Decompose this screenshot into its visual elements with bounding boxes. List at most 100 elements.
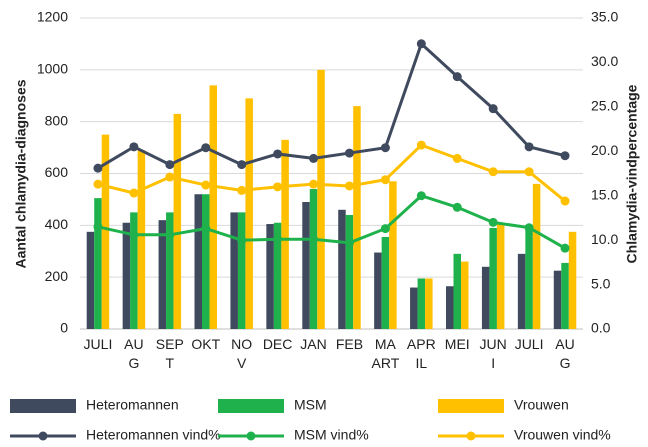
- line-marker: [344, 181, 354, 191]
- line-marker: [524, 223, 534, 233]
- line-marker: [237, 185, 247, 195]
- bar: [517, 253, 526, 329]
- bar: [453, 253, 461, 329]
- bar: [481, 266, 490, 329]
- bar: [489, 227, 497, 329]
- bar: [273, 222, 282, 329]
- line-marker: [452, 153, 462, 163]
- line-marker: [416, 140, 426, 150]
- line-marker: [524, 142, 534, 152]
- bar: [166, 212, 174, 329]
- y2-tick-label: 0.0: [591, 320, 611, 336]
- bar: [525, 226, 533, 329]
- line-marker: [201, 180, 211, 190]
- legend-swatch: [38, 431, 48, 441]
- line-marker: [560, 196, 570, 206]
- line-series: [97, 41, 566, 170]
- y-tick-label: 800: [45, 112, 69, 128]
- bar: [417, 278, 426, 329]
- line-marker: [165, 172, 175, 182]
- bar: [381, 236, 390, 329]
- line-marker: [129, 188, 139, 198]
- line-marker: [488, 167, 498, 177]
- line-marker: [560, 243, 570, 253]
- bar: [553, 270, 562, 329]
- legend-label: Heteromannen vind%: [86, 427, 221, 443]
- x-tick-label: AU G: [124, 336, 144, 371]
- legend-label: Vrouwen: [514, 397, 569, 413]
- bar: [317, 69, 325, 329]
- y-tick-label: 0: [60, 320, 68, 336]
- y-tick-label: 600: [45, 164, 69, 180]
- bar: [245, 98, 253, 329]
- line-marker: [165, 230, 175, 240]
- bar: [237, 212, 246, 329]
- legend-label: Heteromannen: [86, 397, 179, 413]
- x-tick-label: AU G: [555, 336, 575, 371]
- x-tick-label: JAN: [300, 336, 327, 352]
- bar: [86, 231, 95, 329]
- legend-swatch: [218, 399, 284, 413]
- line-marker: [129, 142, 139, 152]
- bar: [194, 194, 202, 329]
- bar: [410, 287, 418, 329]
- line-marker: [93, 179, 103, 189]
- y-tick-label: 200: [45, 268, 69, 284]
- y2-tick-label: 10.0: [591, 231, 618, 247]
- bar: [230, 212, 238, 329]
- y-axis-title: Aantal chlamydia-diagnoses: [13, 79, 29, 268]
- bar: [353, 106, 361, 329]
- legend-swatch: [438, 399, 504, 413]
- bar: [338, 209, 346, 329]
- line-marker: [380, 224, 390, 234]
- y-tick-label: 1200: [37, 9, 68, 25]
- line-marker: [201, 143, 211, 153]
- line-marker: [380, 175, 390, 185]
- x-tick-label: JULI: [83, 336, 113, 352]
- y2-tick-label: 25.0: [591, 98, 618, 114]
- bar: [266, 224, 274, 329]
- line-marker: [344, 148, 354, 158]
- bar: [446, 286, 454, 329]
- bar: [158, 220, 167, 329]
- x-tick-label: DEC: [262, 336, 293, 352]
- y2-tick-label: 35.0: [591, 9, 618, 25]
- bar: [202, 194, 210, 329]
- bar: [568, 231, 577, 329]
- y2-tick-label: 15.0: [591, 186, 618, 202]
- bar: [309, 189, 318, 329]
- bar: [173, 113, 182, 330]
- y2-tick-label: 30.0: [591, 53, 618, 69]
- bar: [389, 181, 397, 329]
- line-marker: [380, 143, 390, 153]
- line-marker: [309, 153, 319, 163]
- bar: [496, 222, 505, 329]
- y2-tick-label: 20.0: [591, 142, 618, 158]
- bar: [374, 252, 382, 329]
- legend-swatch: [246, 431, 256, 441]
- x-tick-label: SEP T: [155, 336, 184, 371]
- bar: [137, 150, 146, 329]
- legend-label: Vrouwen vind%: [514, 427, 611, 443]
- line-marker: [165, 160, 175, 170]
- legend-label: MSM vind%: [294, 427, 369, 443]
- bar: [209, 85, 217, 329]
- line-marker: [344, 238, 354, 248]
- bar: [94, 198, 102, 329]
- bar: [101, 134, 110, 329]
- x-tick-label: APR IL: [406, 336, 436, 371]
- line-marker: [416, 191, 426, 201]
- y-tick-label: 1000: [37, 61, 68, 77]
- x-tick-label: MA ART: [371, 336, 400, 371]
- bar: [425, 278, 433, 329]
- legend-swatch: [10, 399, 76, 413]
- bar: [122, 222, 131, 329]
- bar: [281, 139, 289, 329]
- line-marker: [309, 234, 319, 244]
- bar: [345, 214, 354, 329]
- line-marker: [273, 149, 283, 159]
- bar: [302, 202, 310, 329]
- x-tick-label: OKT: [191, 336, 221, 352]
- x-tick-label: FEB: [335, 336, 364, 352]
